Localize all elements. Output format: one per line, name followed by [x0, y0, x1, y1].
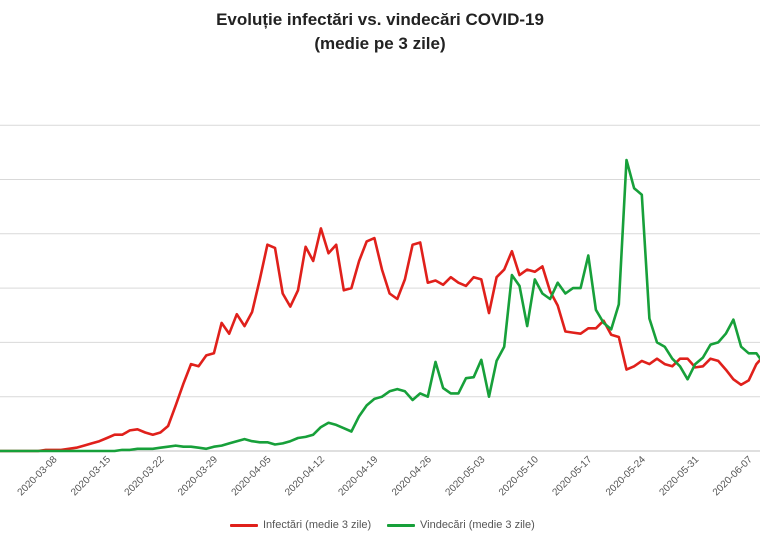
- legend-swatch-infectari: [230, 523, 258, 527]
- x-tick-label: 2020-05-03: [443, 454, 487, 498]
- x-tick-label: 2020-03-15: [69, 454, 113, 498]
- x-tick-label: 2020-06-07: [711, 454, 755, 498]
- x-tick-label: 2020-05-24: [604, 454, 648, 498]
- x-tick-labels: 2020-03-08 2020-03-15 2020-03-22 2020-03-29…: [16, 454, 755, 498]
- chart-title-line-2: (medie pe 3 zile): [314, 34, 446, 53]
- series-line-vindecari: [0, 158, 760, 453]
- series-line-infectari: [0, 227, 760, 453]
- x-tick-label: 2020-05-17: [550, 454, 594, 498]
- legend-swatch-vindecari: [387, 523, 415, 527]
- legend: Infectări (medie 3 zile) Vindecări (medi…: [0, 519, 760, 537]
- legend-label-infectari: Infectări (medie 3 zile): [263, 519, 372, 531]
- x-tick-label: 2020-03-29: [176, 454, 220, 498]
- x-tick-label: 2020-04-12: [283, 454, 327, 498]
- x-tick-label: 2020-05-10: [497, 454, 541, 498]
- legend-label-vindecari: Vindecări (medie 3 zile): [420, 519, 535, 531]
- chart-title-line-1: Evoluție infectări vs. vindecări COVID-1…: [216, 10, 544, 29]
- x-tick-label: 2020-04-26: [390, 454, 434, 498]
- x-tick-label: 2020-04-05: [230, 454, 274, 498]
- x-tick-label: 2020-03-08: [16, 454, 60, 498]
- x-tick-label: 2020-04-19: [337, 454, 381, 498]
- chart-title: Evoluție infectări vs. vindecări COVID-1…: [0, 8, 760, 56]
- legend-item-vindecari: Vindecări (medie 3 zile): [387, 519, 535, 531]
- series-lines: [0, 158, 760, 453]
- legend-item-infectari: Infectări (medie 3 zile): [230, 519, 371, 531]
- x-tick-label: 2020-03-22: [123, 454, 167, 498]
- x-tick-label: 2020-05-31: [657, 454, 701, 498]
